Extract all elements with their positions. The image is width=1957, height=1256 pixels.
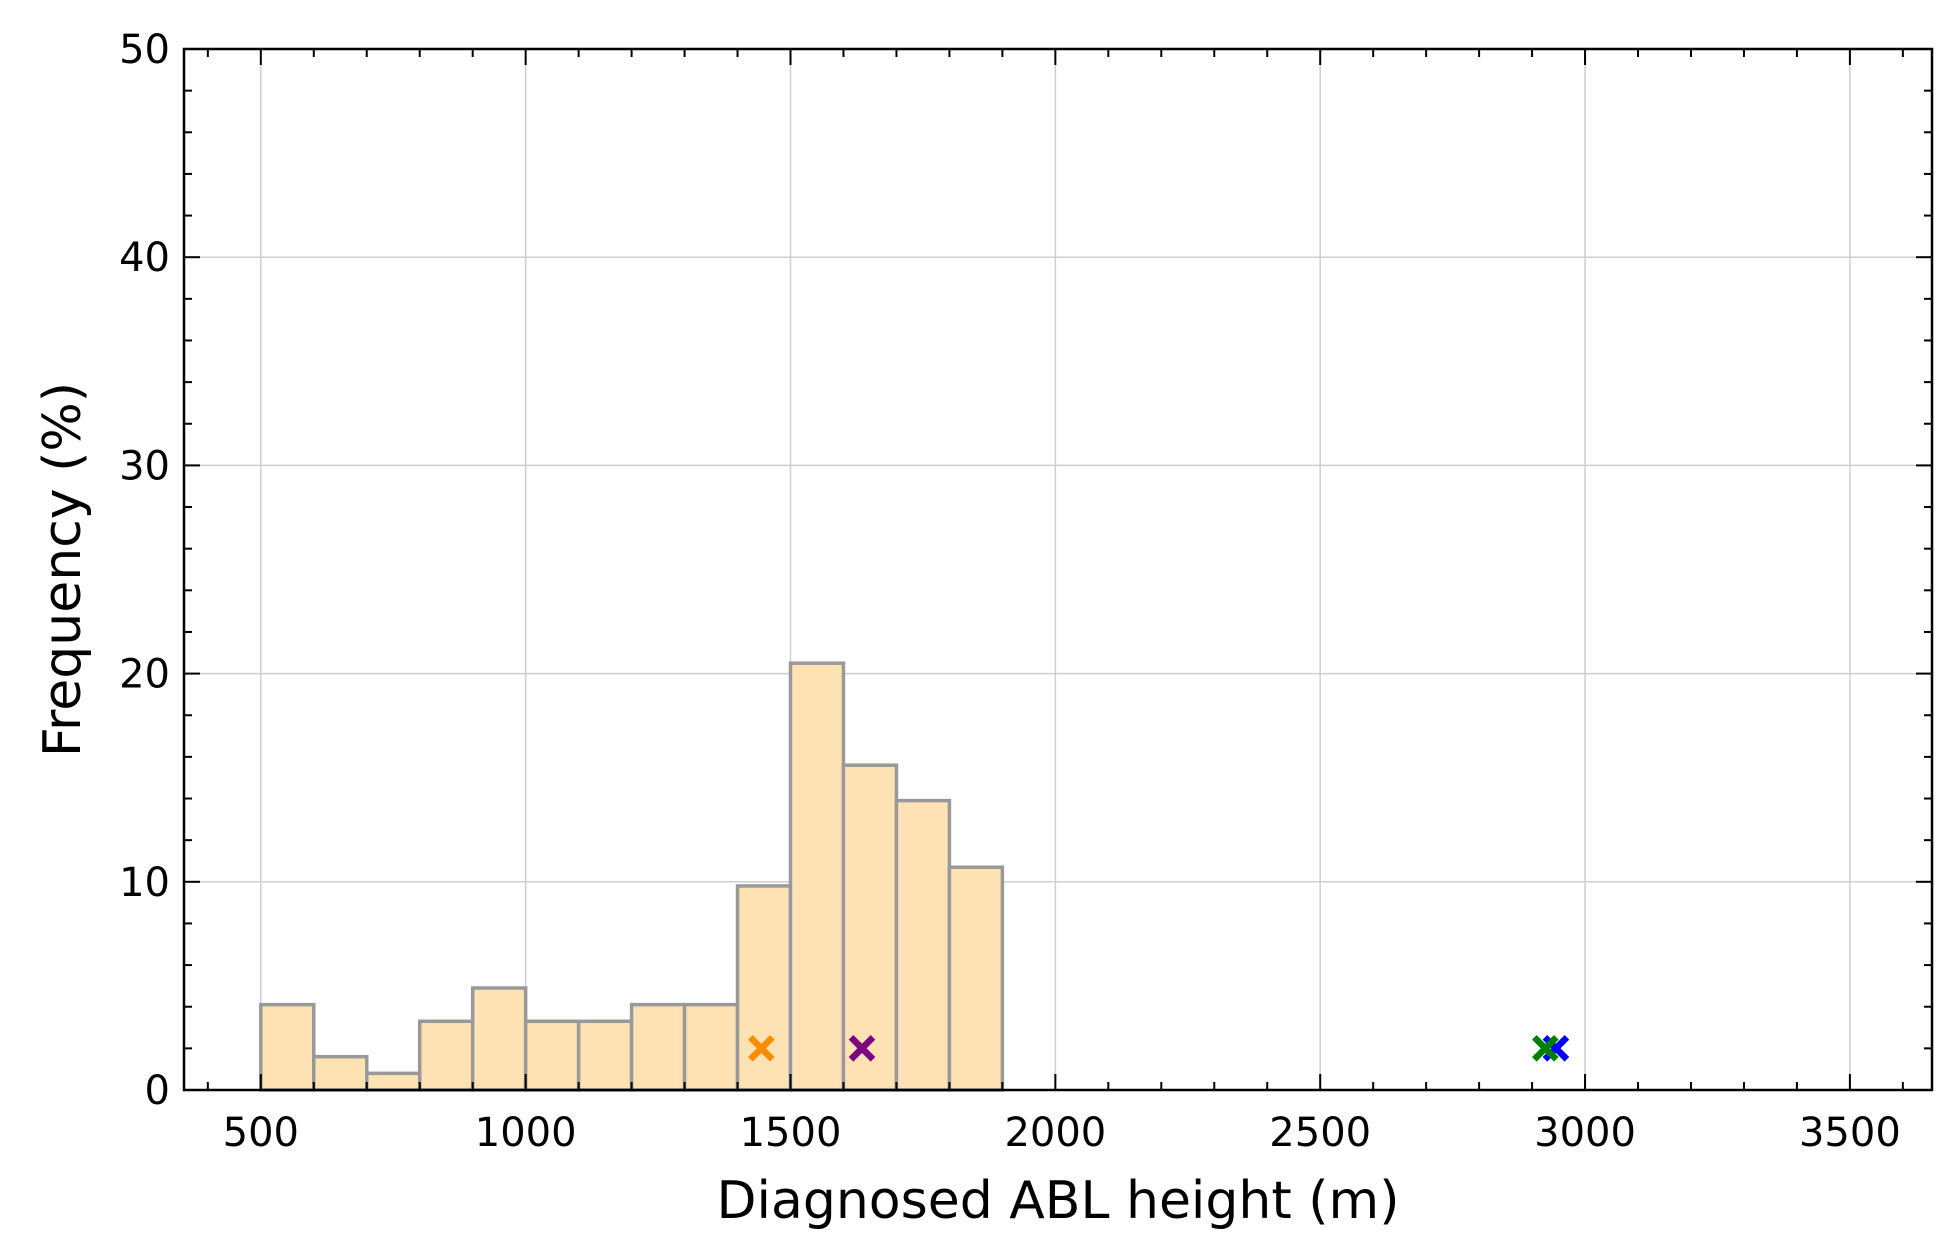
plot-frame xyxy=(182,47,1934,1092)
x-marker xyxy=(848,1035,876,1062)
x-marker-stroke xyxy=(848,1035,876,1062)
markers xyxy=(748,1035,1570,1062)
histogram-bar xyxy=(364,1071,422,1092)
histogram-bar xyxy=(576,1019,634,1092)
histogram-bar xyxy=(259,1002,316,1092)
histogram-bar xyxy=(312,1054,369,1092)
x-marker-stroke xyxy=(1532,1035,1559,1062)
y-tick-label: 0 xyxy=(145,1068,170,1114)
histogram-bar xyxy=(470,986,528,1092)
x-tick-label: 2500 xyxy=(1269,1110,1371,1156)
x-tick-label: 2000 xyxy=(1004,1110,1106,1156)
histogram-bar xyxy=(894,798,952,1092)
histogram-bar xyxy=(788,661,846,1092)
x-tick-label: 3500 xyxy=(1799,1110,1901,1156)
x-marker xyxy=(1532,1035,1559,1062)
x-marker-stroke xyxy=(748,1035,775,1062)
x-tick-label: 500 xyxy=(223,1110,299,1156)
x-tick-label: 3000 xyxy=(1534,1110,1636,1156)
histogram-bars xyxy=(259,661,1005,1092)
y-axis-label: Frequency (%) xyxy=(33,382,93,757)
histogram-bar xyxy=(947,865,1005,1092)
y-tick-label: 40 xyxy=(119,235,170,281)
y-tick-label: 50 xyxy=(119,27,170,73)
histogram-bar xyxy=(735,884,793,1092)
y-tick-label: 30 xyxy=(119,443,170,489)
x-marker xyxy=(748,1035,775,1062)
x-axis-label: Diagnosed ABL height (m) xyxy=(716,1171,1399,1231)
histogram-bar xyxy=(629,1002,687,1092)
x-tick-label: 1000 xyxy=(475,1110,577,1156)
histogram-bar xyxy=(682,1002,740,1092)
histogram-bar xyxy=(417,1019,475,1092)
x-tick-label: 1500 xyxy=(740,1110,842,1156)
y-tick-label: 20 xyxy=(119,652,170,698)
histogram-bar xyxy=(523,1019,581,1092)
tick-labels: 500 1000 1500 2000 2500 3000 3500 0 10 20 30 40 50 xyxy=(119,27,1901,1156)
axis-ticks xyxy=(184,48,1932,1091)
y-tick-label: 10 xyxy=(119,860,170,906)
